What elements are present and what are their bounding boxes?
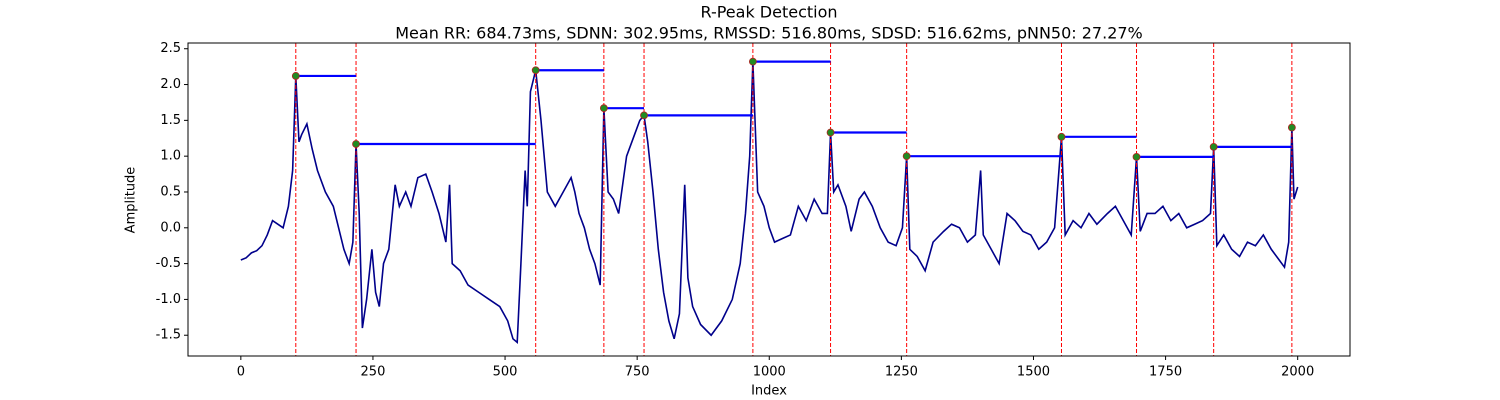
y-tick-label: 1.0 bbox=[160, 149, 181, 164]
peak-point bbox=[1057, 132, 1066, 141]
x-tick-label: 750 bbox=[625, 365, 650, 380]
peak-point bbox=[640, 111, 648, 120]
x-tick-label: 1500 bbox=[1017, 365, 1050, 380]
peak-point bbox=[352, 140, 360, 148]
x-axis-label: Index bbox=[751, 384, 787, 399]
x-tick-label: 1000 bbox=[753, 365, 786, 380]
y-tick-label: -0.5 bbox=[156, 256, 181, 271]
y-tick-label: -1.5 bbox=[156, 328, 181, 343]
x-tick-label: 250 bbox=[361, 365, 386, 380]
peak-point bbox=[531, 66, 540, 75]
peak-point bbox=[826, 128, 835, 137]
x-tick-label: 500 bbox=[493, 365, 518, 380]
peak-point bbox=[291, 72, 300, 80]
y-axis-label: Amplitude bbox=[124, 167, 139, 234]
y-tick-label: 0.5 bbox=[160, 184, 181, 199]
y-tick-label: 2.0 bbox=[160, 77, 181, 92]
peak-point bbox=[902, 152, 911, 161]
plot-frame bbox=[187, 42, 1351, 357]
x-tick-label: 0 bbox=[237, 365, 245, 380]
x-tick-label: 1250 bbox=[885, 365, 918, 380]
signal-line bbox=[240, 61, 1299, 345]
peak-point bbox=[1132, 152, 1141, 161]
y-tick-label: 1.5 bbox=[160, 113, 181, 128]
x-tick-label: 1750 bbox=[1149, 365, 1182, 380]
peak-point bbox=[1287, 123, 1296, 132]
chart-subtitle: Mean RR: 684.73ms, SDNN: 302.95ms, RMSSD… bbox=[395, 24, 1143, 43]
y-tick-label: -1.0 bbox=[156, 292, 181, 307]
x-tick-label: 2000 bbox=[1281, 365, 1314, 380]
peak-point bbox=[599, 104, 608, 113]
y-tick-label: 2.5 bbox=[160, 41, 181, 56]
y-tick-label: 0.0 bbox=[160, 220, 181, 235]
chart-title: R-Peak Detection bbox=[700, 3, 837, 22]
peak-point bbox=[1209, 142, 1218, 151]
peak-point bbox=[748, 57, 757, 66]
